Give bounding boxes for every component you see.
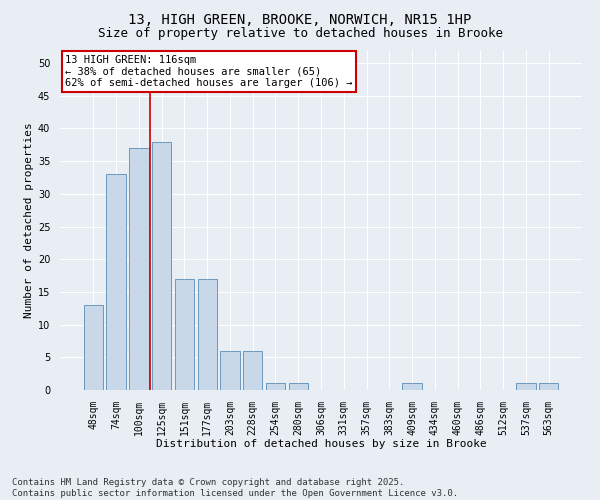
Bar bbox=[106, 174, 126, 390]
Text: 13 HIGH GREEN: 116sqm
← 38% of detached houses are smaller (65)
62% of semi-deta: 13 HIGH GREEN: 116sqm ← 38% of detached … bbox=[65, 55, 353, 88]
Bar bbox=[289, 384, 308, 390]
Bar bbox=[197, 279, 217, 390]
Bar bbox=[220, 351, 239, 390]
Bar bbox=[175, 279, 194, 390]
Text: Size of property relative to detached houses in Brooke: Size of property relative to detached ho… bbox=[97, 28, 503, 40]
Bar bbox=[539, 384, 558, 390]
Bar bbox=[129, 148, 149, 390]
Bar bbox=[516, 384, 536, 390]
Text: 13, HIGH GREEN, BROOKE, NORWICH, NR15 1HP: 13, HIGH GREEN, BROOKE, NORWICH, NR15 1H… bbox=[128, 12, 472, 26]
Y-axis label: Number of detached properties: Number of detached properties bbox=[23, 122, 34, 318]
Text: Contains HM Land Registry data © Crown copyright and database right 2025.
Contai: Contains HM Land Registry data © Crown c… bbox=[12, 478, 458, 498]
X-axis label: Distribution of detached houses by size in Brooke: Distribution of detached houses by size … bbox=[155, 439, 487, 449]
Bar bbox=[84, 305, 103, 390]
Bar bbox=[152, 142, 172, 390]
Bar bbox=[266, 384, 285, 390]
Bar bbox=[243, 351, 262, 390]
Bar bbox=[403, 384, 422, 390]
